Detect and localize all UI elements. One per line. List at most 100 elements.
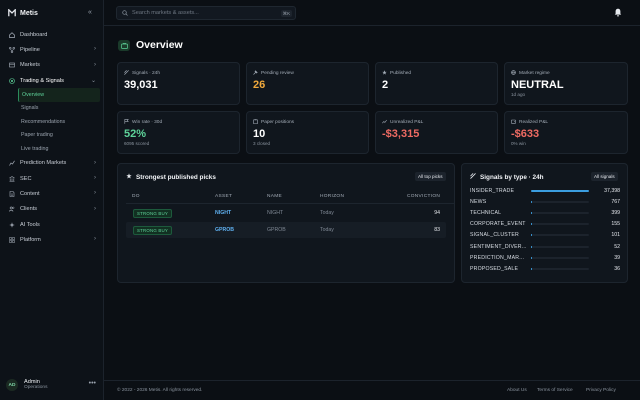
stat-label: Signals · 24h: [132, 71, 160, 76]
sidebar-item-label: Platform: [20, 236, 41, 243]
chevron-right-icon: ›: [94, 61, 96, 68]
signal-type-row[interactable]: CORPORATE_EVENT 155: [470, 219, 620, 230]
signal-type-row[interactable]: INSIDER_TRADE 37,398: [470, 186, 620, 197]
sidebar-item-trading-signals[interactable]: Trading & Signals ⌄: [4, 73, 100, 88]
stat-label: Realized P&L: [519, 120, 549, 125]
signal-type-row[interactable]: PREDICTION_MAR... 39: [470, 253, 620, 264]
double-chevron-left-icon[interactable]: «: [88, 9, 92, 16]
sparkle-icon: [9, 221, 15, 228]
asset-cell[interactable]: GPROB: [215, 227, 235, 233]
sidebar-item-label: Prediction Markets: [20, 160, 67, 167]
signal-bar-track: [531, 201, 589, 204]
sidebar-item-sec[interactable]: SEC ›: [4, 171, 100, 186]
globe-icon: [511, 70, 516, 77]
stat-value: 2: [382, 79, 389, 91]
star-icon: [126, 173, 132, 181]
avatar: AD: [6, 379, 18, 391]
signal-bar: [531, 201, 533, 204]
sidebar-item-label: Pipeline: [20, 46, 40, 53]
stat-card-win-rate[interactable]: Win rate · 30d 52% 6095 scored: [117, 111, 240, 154]
signal-type-row[interactable]: PROPOSED_SALE 36: [470, 264, 620, 275]
clipboard-icon: [253, 119, 258, 126]
page-title: Overview: [136, 39, 183, 51]
stat-card-paper-positions[interactable]: Paper positions 10 3 closed: [246, 111, 369, 154]
brand[interactable]: Metis: [8, 7, 38, 19]
signal-bar-track: [531, 256, 589, 259]
sidebar-item-dashboard[interactable]: Dashboard: [4, 27, 100, 42]
stat-card-market-regime[interactable]: Market regime NEUTRAL 1d ago: [504, 62, 628, 105]
grid-icon: [9, 237, 15, 243]
footer-link-privacy[interactable]: Privacy Policy: [586, 388, 616, 393]
signal-type-row[interactable]: TECHNICAL 399: [470, 208, 620, 219]
search-box[interactable]: ⌘K: [116, 6, 296, 20]
search-icon: [122, 10, 128, 16]
signal-bar: [531, 223, 533, 226]
col-conviction[interactable]: CONVICTION: [407, 194, 441, 199]
more-icon[interactable]: •••: [88, 380, 96, 387]
footer-link-about[interactable]: About Us: [507, 388, 527, 393]
signal-bar-track: [531, 245, 589, 248]
stat-card-pending-review[interactable]: Pending review 26: [246, 62, 369, 105]
sidebar-item-label: Content: [20, 190, 40, 197]
sidebar-subitem-overview[interactable]: Overview: [18, 88, 100, 102]
sidebar-item-pipeline[interactable]: Pipeline ›: [4, 42, 100, 57]
stat-card-unrealized-pnl[interactable]: Unrealized P&L -$3,315: [375, 111, 498, 154]
signal-type-row[interactable]: SIGNAL_CLUSTER 101: [470, 230, 620, 241]
target-icon: [9, 77, 15, 84]
signal-type-row[interactable]: SENTIMENT_DIVER... 52: [470, 242, 620, 253]
sidebar-subitem-live-trading[interactable]: Live trading: [21, 145, 49, 152]
conviction-cell: 94: [434, 210, 440, 216]
stat-value: NEUTRAL: [511, 79, 564, 91]
signal-count: 155: [611, 221, 620, 228]
stat-card-signals[interactable]: Signals · 24h 39,031: [117, 62, 240, 105]
footer-link-terms[interactable]: Terms of Service: [537, 388, 573, 393]
conviction-cell: 83: [434, 227, 440, 233]
signal-type-row[interactable]: NEWS 767: [470, 197, 620, 208]
signal-bar-track: [531, 267, 589, 270]
stat-sub: 6095 scored: [124, 141, 150, 146]
sidebar-subitem-recommendations[interactable]: Recommendations: [21, 118, 66, 125]
action-badge: STRONG BUY: [133, 209, 173, 218]
asset-cell[interactable]: NIGHT: [215, 210, 232, 216]
signal-bar-track: [531, 223, 589, 226]
bell-icon[interactable]: [614, 8, 622, 17]
sidebar-item-content[interactable]: Content ›: [4, 186, 100, 201]
col-do[interactable]: DO: [132, 194, 140, 199]
col-asset[interactable]: ASSET: [215, 194, 233, 199]
sidebar-subitem-signals[interactable]: Signals: [21, 105, 39, 112]
document-icon: [9, 191, 15, 197]
signal-count: 101: [611, 232, 620, 239]
sidebar-item-clients[interactable]: Clients ›: [4, 202, 100, 217]
sidebar-subitem-paper-trading[interactable]: Paper trading: [21, 132, 53, 139]
chevron-right-icon: ›: [94, 190, 96, 197]
col-name[interactable]: NAME: [267, 194, 283, 199]
sidebar-item-prediction-markets[interactable]: Prediction Markets ›: [4, 156, 100, 171]
stat-card-realized-pnl[interactable]: Realized P&L -$633 0% win: [504, 111, 628, 154]
sidebar-item-markets[interactable]: Markets ›: [4, 58, 100, 73]
table-row[interactable]: STRONG BUY NIGHT NIGHT Today 94: [126, 205, 446, 221]
signal-count: 37,398: [604, 188, 620, 194]
chevron-right-icon: ›: [94, 236, 96, 243]
name-cell: GPROB: [267, 227, 286, 233]
search-shortcut: ⌘K: [280, 10, 292, 17]
chevron-right-icon: ›: [94, 46, 96, 53]
all-signals-button[interactable]: All signals: [591, 172, 618, 181]
pipeline-icon: [9, 46, 15, 53]
trading-submenu: Overview Signals Recommendations Paper t…: [18, 88, 100, 156]
signal-bar: [531, 245, 533, 248]
table-row[interactable]: STRONG BUY GPROB GPROB Today 83: [126, 222, 446, 238]
sidebar: Metis « Dashboard Pipeline › Markets › T…: [0, 0, 104, 400]
signal-type-name: TECHNICAL: [470, 210, 502, 217]
user-profile[interactable]: AD Admin Operations •••: [6, 377, 98, 393]
chevron-right-icon: ›: [94, 205, 96, 212]
search-input[interactable]: [132, 10, 272, 16]
stat-card-published[interactable]: Published 2: [375, 62, 498, 105]
all-top-picks-button[interactable]: All top picks: [415, 172, 446, 181]
name-cell: NIGHT: [267, 210, 284, 216]
sidebar-item-ai-tools[interactable]: AI Tools: [4, 217, 100, 232]
col-horizon[interactable]: HORIZON: [320, 194, 345, 199]
sidebar-item-label: SEC: [20, 175, 32, 182]
sidebar-item-platform[interactable]: Platform ›: [4, 232, 100, 247]
stat-label: Market regime: [519, 71, 550, 76]
signals-panel: Signals by type · 24h All signals: [461, 163, 628, 283]
